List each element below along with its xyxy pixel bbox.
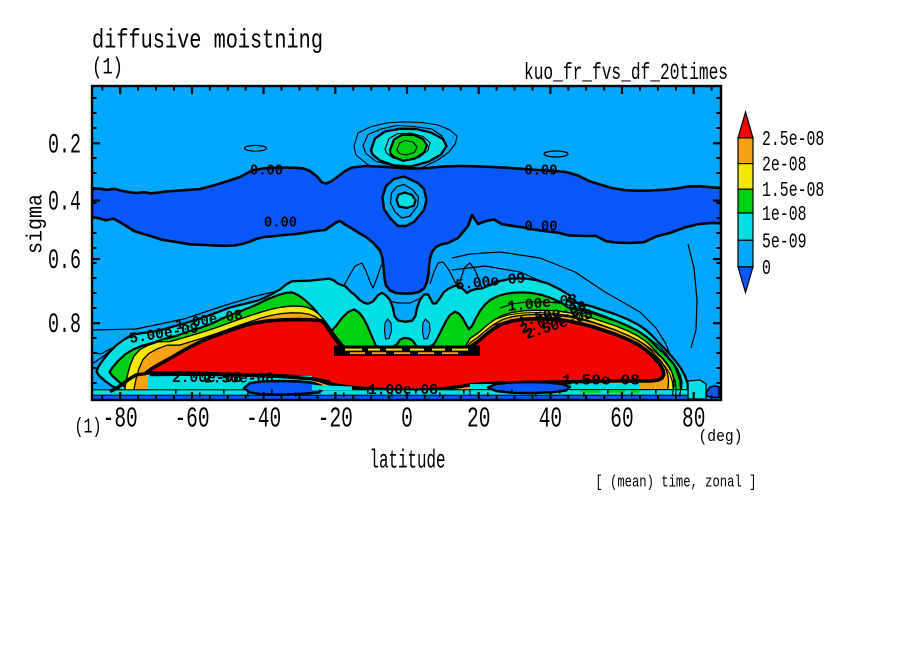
svg-text:60: 60	[610, 403, 633, 436]
svg-text:-80: -80	[103, 403, 138, 436]
svg-text:sigma: sigma	[24, 194, 49, 254]
svg-text:0.4: 0.4	[48, 188, 81, 219]
svg-text:2.5e-08: 2.5e-08	[762, 129, 824, 152]
svg-text:1.50e-08: 1.50e-08	[562, 373, 640, 390]
svg-text:diffusive moistning: diffusive moistning	[92, 27, 323, 57]
svg-text:0.00: 0.00	[250, 163, 283, 180]
svg-text:0: 0	[401, 403, 413, 436]
svg-text:-40: -40	[246, 403, 281, 436]
svg-text:0.00: 0.00	[525, 219, 558, 236]
svg-text:2.50e-08: 2.50e-08	[204, 371, 274, 388]
svg-text:0.00: 0.00	[525, 163, 558, 180]
svg-text:0.6: 0.6	[48, 246, 81, 277]
svg-text:2.00e-08: 2.00e-08	[172, 370, 242, 387]
svg-text:[ (mean) time, zonal ]: [ (mean) time, zonal ]	[595, 474, 756, 493]
svg-text:kuo_fr_fvs_df_20times: kuo_fr_fvs_df_20times	[524, 60, 728, 87]
svg-text:latitude: latitude	[370, 446, 446, 476]
svg-text:2e-08: 2e-08	[762, 155, 807, 178]
svg-text:0.8: 0.8	[48, 310, 81, 341]
svg-text:80: 80	[682, 403, 705, 436]
svg-text:40: 40	[539, 403, 562, 436]
svg-text:1.00e-08: 1.00e-08	[368, 382, 438, 399]
svg-text:0: 0	[762, 258, 771, 281]
svg-text:(deg): (deg)	[699, 428, 743, 447]
svg-text:1.5e-08: 1.5e-08	[762, 180, 824, 203]
svg-text:0.2: 0.2	[48, 130, 81, 161]
svg-text:1e-08: 1e-08	[762, 204, 807, 227]
svg-text:5e-09: 5e-09	[762, 231, 807, 254]
svg-text:(1): (1)	[75, 417, 102, 440]
svg-text:20: 20	[467, 403, 490, 436]
svg-text:-60: -60	[174, 403, 209, 436]
svg-text:(1): (1)	[92, 55, 123, 81]
svg-text:0.00: 0.00	[264, 215, 297, 232]
svg-text:-20: -20	[318, 403, 353, 436]
